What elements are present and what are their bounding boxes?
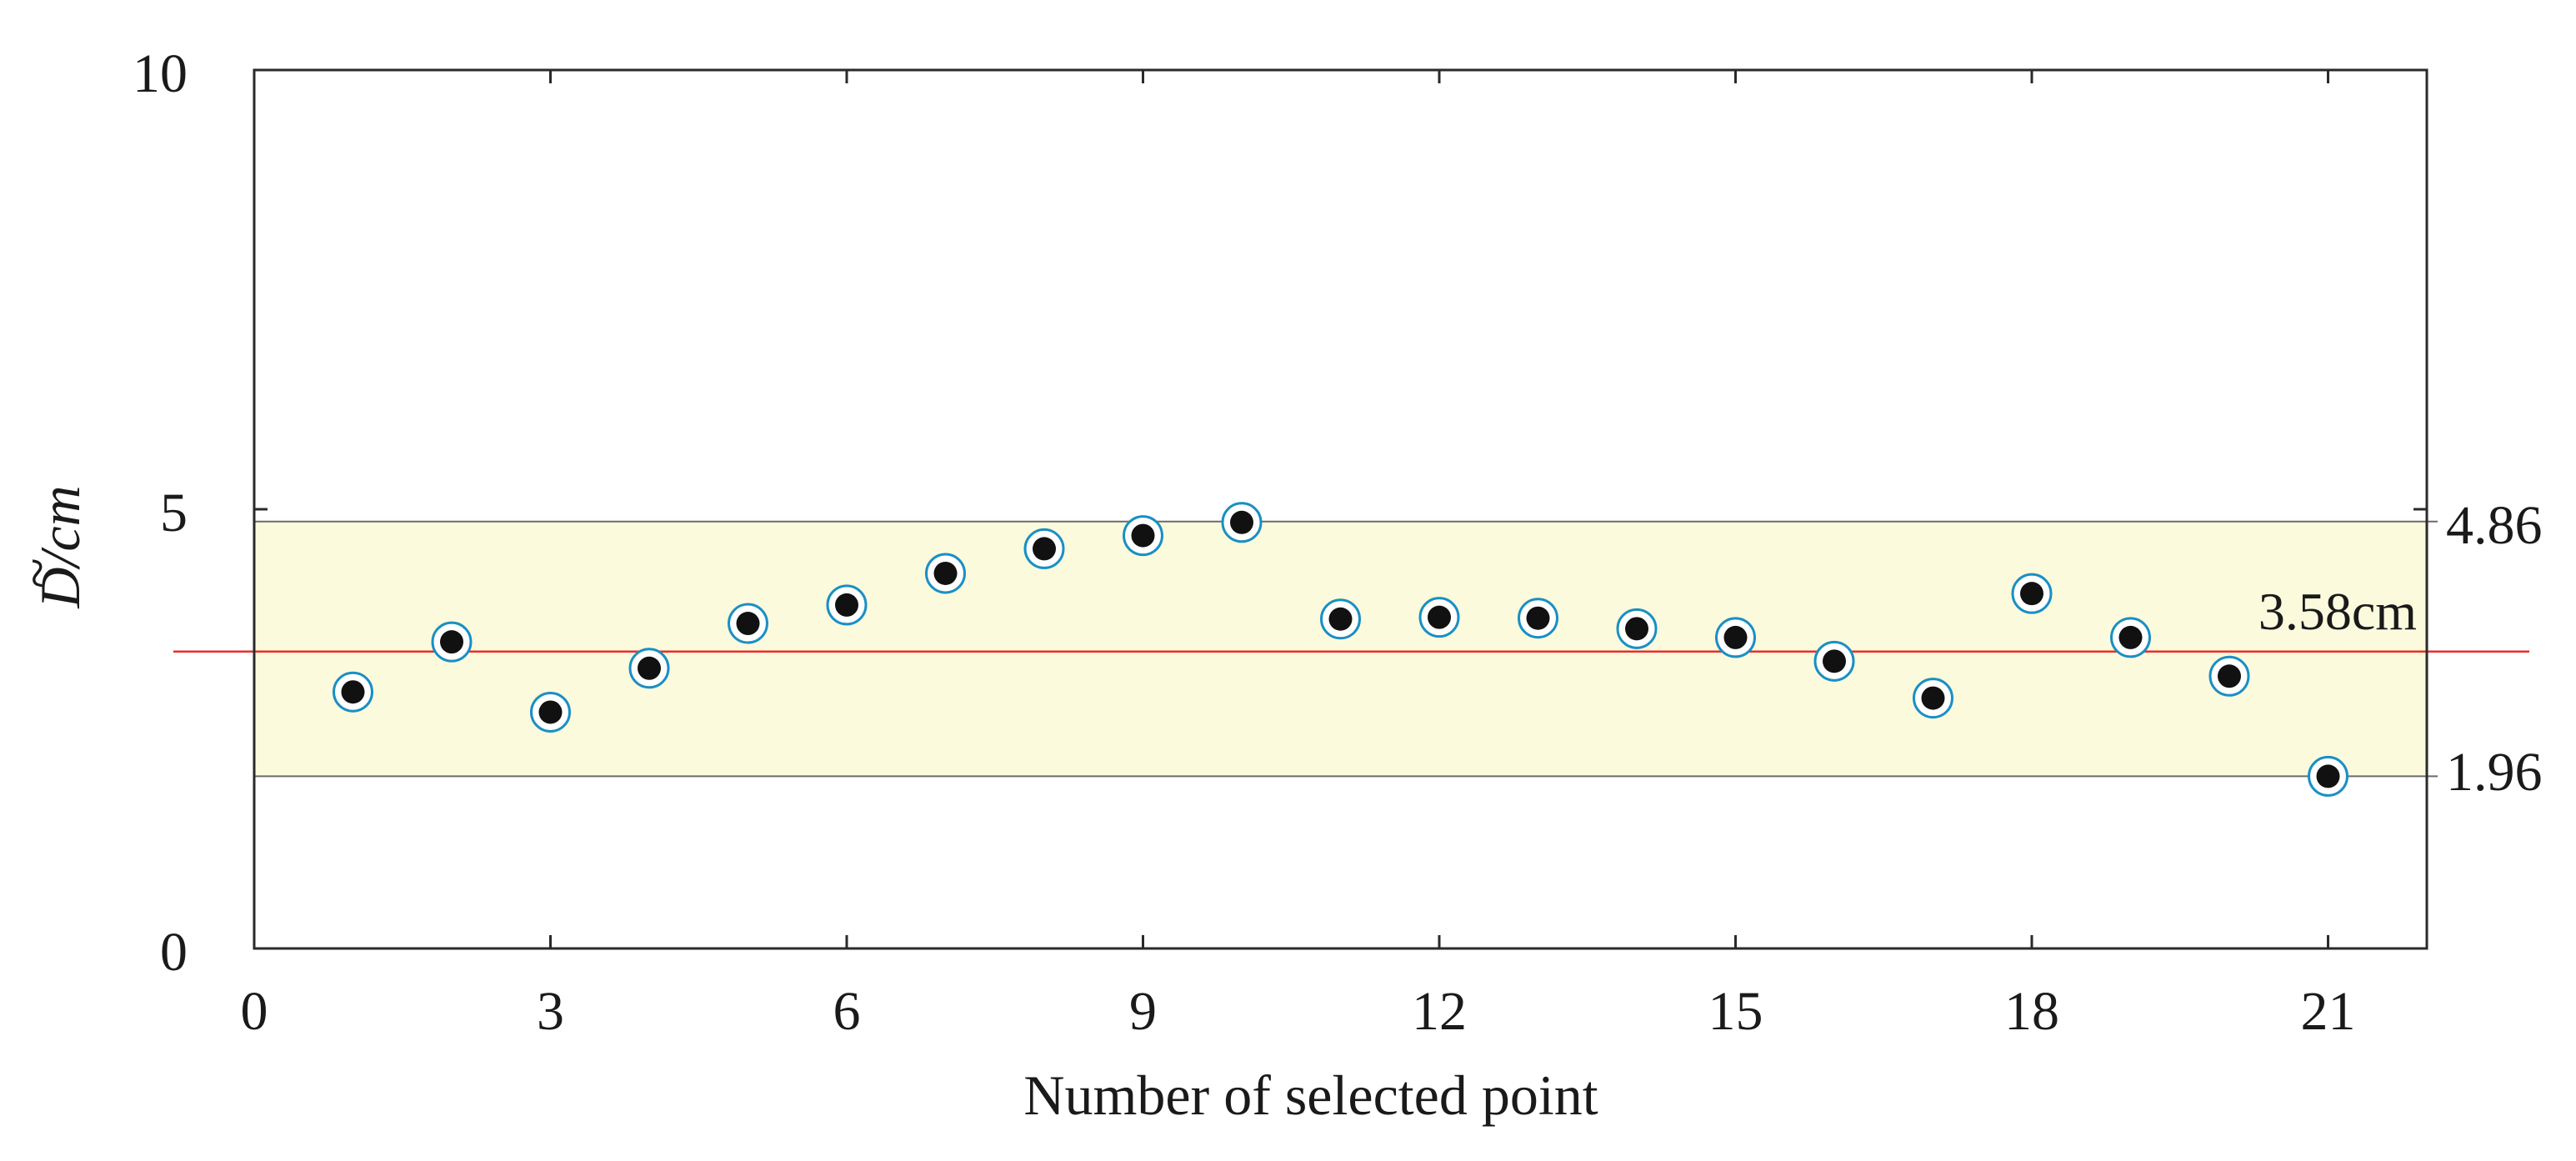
lower-bound-label: 1.96	[2446, 742, 2543, 803]
data-point	[1033, 537, 1056, 561]
x-tick-label: 9	[1129, 981, 1157, 1042]
upper-bound-label: 4.86	[2446, 495, 2543, 556]
data-point	[835, 593, 858, 617]
confidence-band	[254, 520, 2438, 778]
x-tick-label: 6	[833, 981, 861, 1042]
data-point	[2316, 764, 2340, 788]
data-point	[1526, 606, 1550, 630]
data-point	[1230, 510, 1253, 534]
mean-value-label: 3.58cm	[2258, 582, 2417, 641]
data-point	[1428, 605, 1451, 629]
data-point	[2118, 625, 2143, 649]
data-point	[638, 656, 661, 680]
x-tick-label: 12	[1412, 981, 1467, 1042]
x-tick-label: 21	[2301, 981, 2356, 1042]
x-tick-label: 18	[2004, 981, 2059, 1042]
data-point	[1921, 686, 1945, 710]
data-point	[933, 561, 958, 585]
y-axis-label: D/cm	[28, 485, 92, 608]
y-tick-label: 0	[160, 922, 188, 983]
data-points	[333, 502, 2348, 797]
axis-ticks	[253, 68, 2427, 950]
x-tick-label: 15	[1708, 981, 1763, 1042]
y-tick-label: 5	[160, 483, 188, 543]
x-tick-label: 3	[537, 981, 564, 1042]
y-axis-label-accent: ~	[5, 558, 68, 589]
y-tick-label: 10	[133, 43, 188, 104]
data-point	[1625, 617, 1648, 641]
data-point	[736, 612, 760, 636]
y-axis-label-group: ~ D/cm	[5, 485, 92, 608]
data-point	[2218, 664, 2241, 688]
tick-labels: 0 3 6 9 12 15 18 21 0 5 10	[133, 43, 2356, 1042]
data-point	[538, 700, 563, 724]
data-point	[341, 680, 365, 704]
data-point	[1723, 625, 1748, 649]
data-point	[2020, 582, 2043, 606]
data-point	[1131, 523, 1155, 548]
band-fill	[254, 521, 2427, 777]
x-axis-label: Number of selected point	[1023, 1063, 1598, 1127]
data-point	[1823, 649, 1846, 673]
data-point	[440, 630, 463, 654]
data-point	[1328, 607, 1353, 631]
x-tick-label: 0	[241, 981, 268, 1042]
